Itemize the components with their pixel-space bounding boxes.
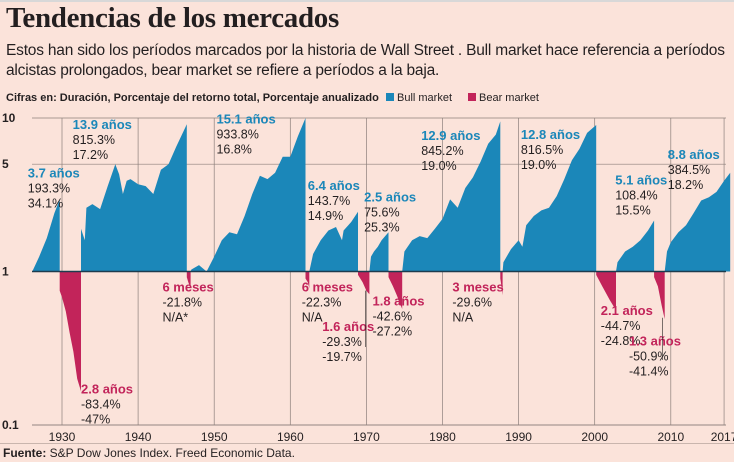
source-note: Fuente: S&P Dow Jones Index. Freed Econo…	[3, 446, 295, 460]
series-duration-label: 8.8 años	[668, 147, 720, 162]
bull-market-area	[616, 220, 655, 272]
bull-market-area	[32, 199, 60, 272]
legend-bear: Bear market	[468, 92, 539, 104]
series-duration-label: 1.8 años	[372, 294, 424, 309]
x-tick-label: 2000	[581, 430, 608, 444]
bear-market-area	[358, 271, 370, 295]
x-tick-label: 2017	[711, 430, 734, 444]
x-tick-label: 1960	[277, 430, 304, 444]
series-total-return-label: 108.4%	[615, 188, 657, 202]
series-duration-label: 3 meses	[452, 280, 503, 295]
bull-market-area	[369, 232, 389, 272]
series-annualized-label: N/A	[452, 311, 474, 325]
series-annualized-label: -41.4%	[629, 364, 669, 378]
series-total-return-label: -44.7%	[601, 319, 641, 333]
series-total-return-label: -29.6%	[452, 296, 492, 310]
page-title: Tendencias de los mercados	[6, 2, 339, 34]
bull-market-area	[309, 211, 358, 272]
x-tick-label: 1950	[201, 430, 228, 444]
series-duration-label: 3.7 años	[28, 165, 80, 180]
series-duration-label: 2.1 años	[601, 303, 653, 318]
series-annualized-label: 17.2%	[73, 148, 108, 162]
series-annualized-label: 25.3%	[364, 221, 399, 235]
series-annualized-label: N/A*	[162, 311, 188, 325]
series-annualized-label: 18.2%	[668, 178, 703, 192]
series-total-return-label: 143.7%	[308, 194, 350, 208]
series-duration-label: 6 meses	[302, 280, 353, 295]
series-duration-label: 1.6 años	[322, 319, 374, 334]
series-annualized-label: 15.5%	[615, 203, 650, 217]
subtitle: Estos han sido los períodos marcados por…	[6, 42, 725, 79]
bear-market-area	[305, 271, 310, 289]
x-tick-label: 1990	[505, 430, 532, 444]
figures-note: Cifras en: Duración, Porcentaje del reto…	[6, 92, 379, 104]
y-tick-label: 0.1	[2, 418, 19, 432]
series-duration-label: 1.3 años	[629, 333, 681, 348]
series-annualized-label: 34.1%	[28, 196, 63, 210]
series-annualized-label: 16.8%	[216, 143, 251, 157]
legend-bear-label: Bear market	[479, 92, 539, 104]
bear-market-area	[500, 271, 503, 296]
y-tick-label: 1	[2, 265, 9, 279]
series-total-return-label: -21.8%	[162, 296, 202, 310]
source-text: S&P Dow Jones Index. Freed Economic Data…	[46, 446, 295, 460]
bear-market-area	[186, 271, 191, 289]
series-duration-label: 2.5 años	[364, 190, 416, 205]
series-annualized-label: -24.8%	[601, 334, 641, 348]
series-annualized-label: -47%	[81, 413, 110, 427]
series-total-return-label: -42.6%	[372, 310, 412, 324]
series-duration-label: 6 meses	[162, 280, 213, 295]
x-tick-label: 2010	[657, 430, 684, 444]
bull-market-area	[81, 124, 187, 272]
series-total-return-label: -22.3%	[302, 296, 342, 310]
series-total-return-label: 845.2%	[421, 144, 463, 158]
series-duration-label: 6.4 años	[308, 178, 360, 193]
bear-market-area	[59, 271, 81, 392]
x-tick-label: 1940	[125, 430, 152, 444]
series-duration-label: 12.9 años	[421, 128, 480, 143]
footer-divider	[0, 443, 734, 444]
series-total-return-label: -29.3%	[322, 335, 362, 349]
bear-market-area	[596, 271, 616, 311]
series-total-return-label: -83.4%	[81, 398, 121, 412]
y-tick-label: 5	[2, 157, 9, 171]
series-total-return-label: 815.3%	[73, 133, 115, 147]
bull-market-area	[664, 172, 731, 272]
series-total-return-label: 193.3%	[28, 181, 70, 195]
series-annualized-label: N/A	[302, 311, 324, 325]
bear-market-area	[654, 271, 665, 320]
top-border	[0, 0, 734, 2]
series-duration-label: 15.1 años	[216, 112, 275, 127]
series-total-return-label: -50.9%	[629, 349, 669, 363]
series-total-return-label: 75.6%	[364, 206, 399, 220]
series-annualized-label: 19.0%	[421, 159, 456, 173]
bull-market-area	[502, 125, 597, 272]
series-total-return-label: 933.8%	[216, 128, 258, 142]
bull-market-area	[402, 121, 501, 272]
series-annualized-label: 19.0%	[521, 158, 556, 172]
series-total-return-label: 384.5%	[668, 163, 710, 177]
legend-bull-label: Bull market	[397, 92, 453, 104]
x-tick-label: 1980	[429, 430, 456, 444]
x-tick-label: 1930	[49, 430, 76, 444]
series-duration-label: 12.8 años	[521, 127, 580, 142]
bull-market-area	[190, 118, 306, 272]
series-duration-label: 5.1 años	[615, 172, 667, 187]
series-annualized-label: -19.7%	[322, 350, 362, 364]
x-tick-label: 1970	[353, 430, 380, 444]
series-duration-label: 13.9 años	[73, 117, 132, 132]
bear-market-area	[388, 271, 403, 309]
y-tick-label: 10	[2, 111, 16, 125]
legend-bull: Bull market	[386, 92, 452, 104]
series-duration-label: 2.8 años	[81, 382, 133, 397]
series-total-return-label: 816.5%	[521, 143, 563, 157]
source-label: Fuente:	[3, 446, 47, 460]
legend-bear-swatch	[468, 93, 476, 101]
legend-bull-swatch	[386, 93, 394, 101]
series-annualized-label: -27.2%	[372, 325, 412, 339]
series-annualized-label: 14.9%	[308, 209, 343, 223]
